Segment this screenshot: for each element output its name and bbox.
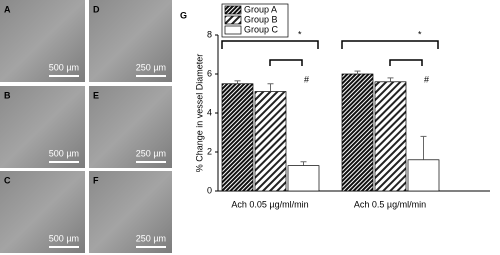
y-tick-label: 8 bbox=[207, 29, 212, 39]
panel-label: G bbox=[180, 10, 187, 20]
scale-label: 500 µm bbox=[49, 62, 79, 72]
y-tick-label: 4 bbox=[207, 107, 212, 117]
y-tick-label: 2 bbox=[207, 146, 212, 156]
micrograph bbox=[0, 171, 85, 253]
scale-label: 250 µm bbox=[136, 62, 166, 72]
legend-swatch bbox=[224, 5, 242, 15]
panel-label: C bbox=[4, 175, 11, 185]
legend-swatch bbox=[224, 15, 242, 25]
scale-label: 500 µm bbox=[49, 233, 79, 243]
micrograph bbox=[0, 86, 85, 168]
bar bbox=[221, 83, 254, 192]
panel-label: D bbox=[93, 4, 100, 14]
bar bbox=[287, 165, 320, 192]
bar bbox=[254, 91, 287, 192]
panel-label: E bbox=[93, 90, 99, 100]
panel-label: A bbox=[4, 4, 11, 14]
legend-label: Group B bbox=[244, 14, 278, 24]
legend-label: Group A bbox=[244, 4, 277, 14]
annotation: * bbox=[298, 29, 302, 39]
bar bbox=[407, 159, 440, 192]
annotation: # bbox=[304, 74, 309, 84]
micrograph bbox=[0, 0, 85, 82]
panel-label: B bbox=[4, 90, 11, 100]
y-tick-label: 6 bbox=[207, 68, 212, 78]
legend-label: Group C bbox=[244, 24, 279, 34]
y-tick-label: 0 bbox=[207, 185, 212, 195]
y-axis-label: % Change in vessel Diameter bbox=[194, 54, 204, 173]
scale-label: 250 µm bbox=[136, 148, 166, 158]
bar bbox=[374, 81, 407, 192]
bracket bbox=[269, 59, 303, 66]
bar bbox=[341, 73, 374, 192]
panel-label: F bbox=[93, 175, 99, 185]
bracket bbox=[221, 40, 319, 49]
legend-swatch bbox=[224, 25, 242, 35]
micrograph bbox=[89, 171, 172, 253]
x-tick-label: Ach 0.05 µg/ml/min bbox=[231, 199, 308, 209]
micrograph bbox=[89, 0, 172, 82]
bracket bbox=[341, 40, 439, 49]
annotation: * bbox=[418, 29, 422, 39]
bracket bbox=[389, 59, 423, 66]
micrograph bbox=[89, 86, 172, 168]
annotation: # bbox=[424, 74, 429, 84]
scale-label: 250 µm bbox=[136, 233, 166, 243]
x-tick-label: Ach 0.5 µg/ml/min bbox=[354, 199, 426, 209]
scale-label: 500 µm bbox=[49, 148, 79, 158]
